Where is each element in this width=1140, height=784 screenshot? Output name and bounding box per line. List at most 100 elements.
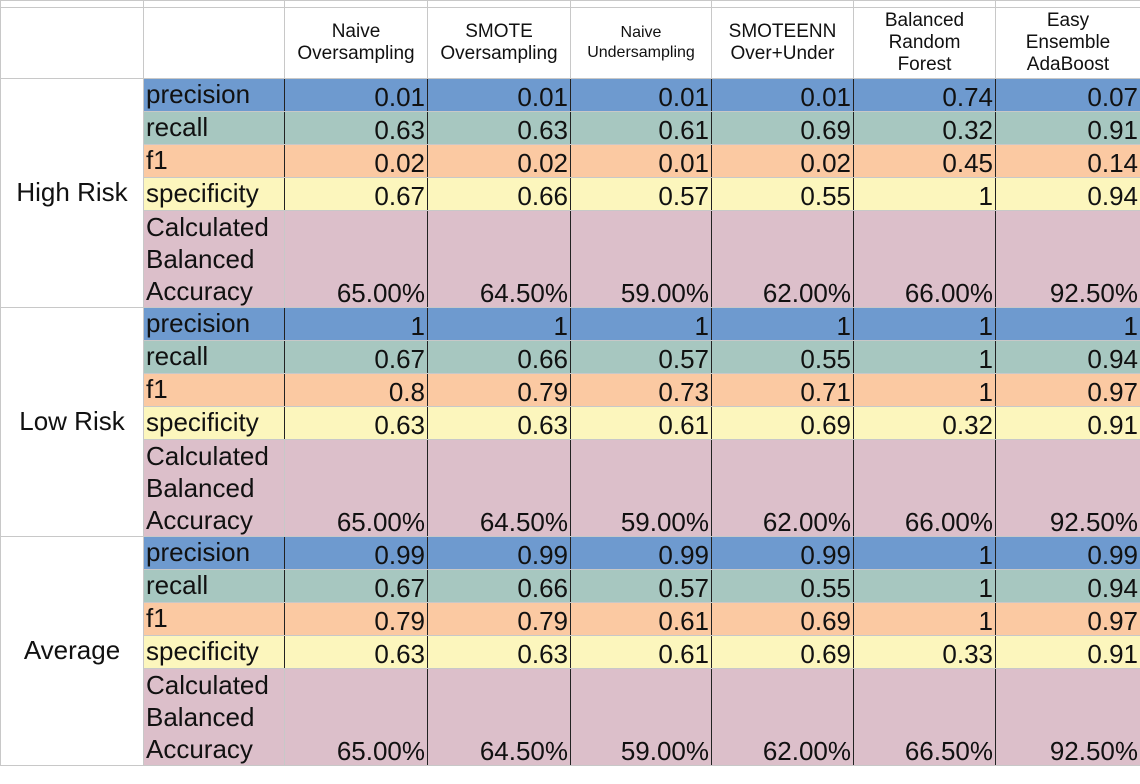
value-cell[interactable]: 0.66 bbox=[427, 340, 571, 374]
metric-label-cell[interactable]: f1 bbox=[143, 373, 285, 407]
column-header-cell[interactable]: SMOTE Oversampling bbox=[427, 7, 571, 79]
metric-label-cell[interactable]: recall bbox=[143, 569, 285, 603]
value-cell[interactable]: 1 bbox=[853, 307, 996, 341]
value-cell[interactable]: 62.00% bbox=[711, 210, 854, 308]
value-cell[interactable]: 0.01 bbox=[570, 78, 712, 112]
value-cell[interactable]: 65.00% bbox=[284, 210, 428, 308]
cell[interactable] bbox=[0, 0, 144, 8]
metric-label-cell[interactable]: Calculated Balanced Accuracy bbox=[143, 668, 285, 766]
value-cell[interactable]: 92.50% bbox=[995, 439, 1140, 537]
value-cell[interactable]: 1 bbox=[853, 340, 996, 374]
column-header-cell[interactable]: Naive Undersampling bbox=[570, 7, 712, 79]
value-cell[interactable]: 0.79 bbox=[427, 373, 571, 407]
value-cell[interactable]: 64.50% bbox=[427, 439, 571, 537]
value-cell[interactable]: 65.00% bbox=[284, 668, 428, 766]
value-cell[interactable]: 0.07 bbox=[995, 78, 1140, 112]
column-header-cell[interactable]: Naive Oversampling bbox=[284, 7, 428, 79]
metric-label-cell[interactable]: Calculated Balanced Accuracy bbox=[143, 439, 285, 537]
value-cell[interactable]: 1 bbox=[570, 307, 712, 341]
value-cell[interactable]: 0.97 bbox=[995, 373, 1140, 407]
value-cell[interactable]: 1 bbox=[853, 177, 996, 211]
value-cell[interactable]: 1 bbox=[711, 307, 854, 341]
group-label-cell[interactable]: High Risk bbox=[0, 78, 144, 308]
value-cell[interactable]: 0.63 bbox=[284, 406, 428, 440]
group-label-cell[interactable]: Low Risk bbox=[0, 307, 144, 537]
value-cell[interactable]: 0.55 bbox=[711, 569, 854, 603]
value-cell[interactable]: 0.66 bbox=[427, 177, 571, 211]
metric-label-cell[interactable]: specificity bbox=[143, 635, 285, 669]
value-cell[interactable]: 1 bbox=[995, 307, 1140, 341]
value-cell[interactable]: 0.74 bbox=[853, 78, 996, 112]
value-cell[interactable]: 92.50% bbox=[995, 210, 1140, 308]
value-cell[interactable]: 1 bbox=[427, 307, 571, 341]
value-cell[interactable]: 1 bbox=[853, 373, 996, 407]
value-cell[interactable]: 64.50% bbox=[427, 210, 571, 308]
value-cell[interactable]: 0.01 bbox=[427, 78, 571, 112]
value-cell[interactable]: 0.61 bbox=[570, 406, 712, 440]
metric-label-cell[interactable]: precision bbox=[143, 536, 285, 570]
value-cell[interactable]: 0.67 bbox=[284, 177, 428, 211]
value-cell[interactable]: 0.61 bbox=[570, 635, 712, 669]
value-cell[interactable]: 0.61 bbox=[570, 602, 712, 636]
cell[interactable] bbox=[711, 0, 854, 8]
value-cell[interactable]: 66.00% bbox=[853, 439, 996, 537]
cell[interactable] bbox=[427, 0, 571, 8]
value-cell[interactable]: 92.50% bbox=[995, 668, 1140, 766]
value-cell[interactable]: 0.01 bbox=[570, 144, 712, 178]
value-cell[interactable]: 0.94 bbox=[995, 569, 1140, 603]
value-cell[interactable]: 0.63 bbox=[427, 635, 571, 669]
value-cell[interactable]: 0.57 bbox=[570, 569, 712, 603]
value-cell[interactable]: 0.55 bbox=[711, 340, 854, 374]
metric-label-cell[interactable]: Calculated Balanced Accuracy bbox=[143, 210, 285, 308]
value-cell[interactable]: 0.57 bbox=[570, 177, 712, 211]
metric-label-cell[interactable]: precision bbox=[143, 307, 285, 341]
value-cell[interactable]: 0.99 bbox=[284, 536, 428, 570]
value-cell[interactable]: 62.00% bbox=[711, 439, 854, 537]
metric-label-cell[interactable]: f1 bbox=[143, 602, 285, 636]
value-cell[interactable]: 0.91 bbox=[995, 111, 1140, 145]
value-cell[interactable]: 0.94 bbox=[995, 340, 1140, 374]
value-cell[interactable]: 1 bbox=[853, 569, 996, 603]
metric-label-cell[interactable]: recall bbox=[143, 340, 285, 374]
value-cell[interactable]: 64.50% bbox=[427, 668, 571, 766]
value-cell[interactable]: 0.99 bbox=[427, 536, 571, 570]
value-cell[interactable]: 0.63 bbox=[284, 635, 428, 669]
metric-label-cell[interactable]: recall bbox=[143, 111, 285, 145]
value-cell[interactable]: 1 bbox=[853, 602, 996, 636]
cell[interactable] bbox=[570, 0, 712, 8]
value-cell[interactable]: 0.69 bbox=[711, 602, 854, 636]
value-cell[interactable]: 0.69 bbox=[711, 111, 854, 145]
value-cell[interactable]: 1 bbox=[284, 307, 428, 341]
value-cell[interactable]: 59.00% bbox=[570, 210, 712, 308]
value-cell[interactable]: 62.00% bbox=[711, 668, 854, 766]
value-cell[interactable]: 0.45 bbox=[853, 144, 996, 178]
metric-label-cell[interactable]: specificity bbox=[143, 177, 285, 211]
value-cell[interactable]: 0.02 bbox=[284, 144, 428, 178]
value-cell[interactable]: 0.91 bbox=[995, 406, 1140, 440]
value-cell[interactable]: 0.55 bbox=[711, 177, 854, 211]
metric-header-cell[interactable] bbox=[143, 7, 285, 79]
value-cell[interactable]: 65.00% bbox=[284, 439, 428, 537]
value-cell[interactable]: 59.00% bbox=[570, 439, 712, 537]
value-cell[interactable]: 0.01 bbox=[711, 78, 854, 112]
value-cell[interactable]: 0.02 bbox=[427, 144, 571, 178]
value-cell[interactable]: 0.63 bbox=[284, 111, 428, 145]
value-cell[interactable]: 0.66 bbox=[427, 569, 571, 603]
value-cell[interactable]: 0.02 bbox=[711, 144, 854, 178]
group-label-cell[interactable]: Average bbox=[0, 536, 144, 766]
cell[interactable] bbox=[995, 0, 1140, 8]
metric-label-cell[interactable]: specificity bbox=[143, 406, 285, 440]
value-cell[interactable]: 66.50% bbox=[853, 668, 996, 766]
value-cell[interactable]: 0.8 bbox=[284, 373, 428, 407]
value-cell[interactable]: 0.79 bbox=[427, 602, 571, 636]
value-cell[interactable]: 0.97 bbox=[995, 602, 1140, 636]
value-cell[interactable]: 0.69 bbox=[711, 635, 854, 669]
cell[interactable] bbox=[284, 0, 428, 8]
value-cell[interactable]: 1 bbox=[853, 536, 996, 570]
value-cell[interactable]: 0.67 bbox=[284, 569, 428, 603]
value-cell[interactable]: 0.14 bbox=[995, 144, 1140, 178]
value-cell[interactable]: 0.94 bbox=[995, 177, 1140, 211]
value-cell[interactable]: 0.63 bbox=[427, 406, 571, 440]
metric-label-cell[interactable]: f1 bbox=[143, 144, 285, 178]
value-cell[interactable]: 0.91 bbox=[995, 635, 1140, 669]
